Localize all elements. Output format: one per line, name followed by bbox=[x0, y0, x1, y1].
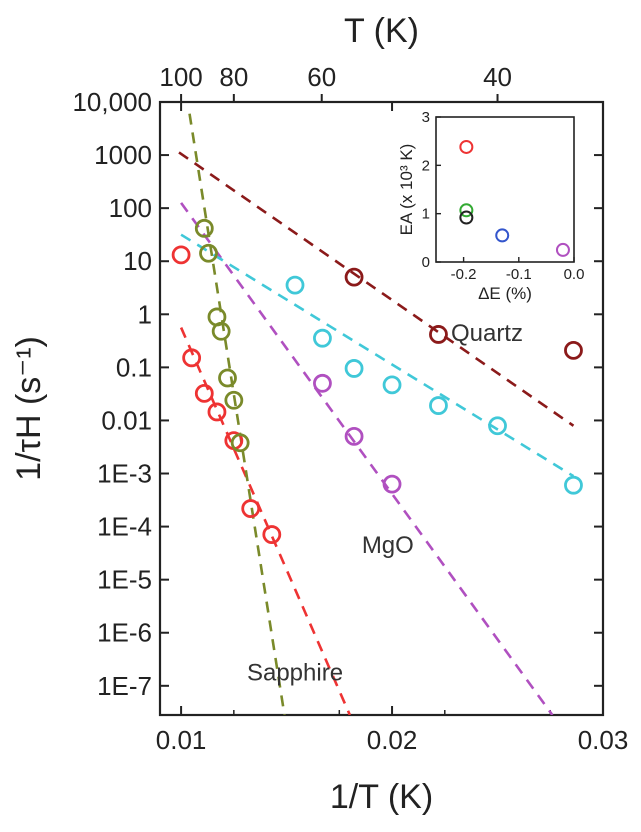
inset-plot: -0.2 -0.1 0.0 0 1 2 3 ΔE (%) EA (x 10³ K) bbox=[397, 109, 584, 303]
data-point bbox=[211, 321, 231, 341]
y-tick-label: 0.01 bbox=[101, 405, 152, 435]
series-annotation: MgO bbox=[362, 532, 414, 559]
data-point bbox=[429, 396, 448, 415]
y-tick-label: 1E-6 bbox=[97, 618, 152, 648]
inset-x-tick-label: -0.2 bbox=[451, 266, 477, 283]
fit-line bbox=[179, 327, 352, 715]
top-tick-label: 60 bbox=[307, 62, 336, 92]
inset-data-point bbox=[459, 203, 474, 218]
fit-line bbox=[180, 202, 554, 715]
y-tick-label: 0.1 bbox=[116, 352, 152, 382]
top-tick-label: 100 bbox=[159, 62, 202, 92]
main-plot: 0.01 0.02 0.0310,00010001001010.10.011E-31… bbox=[10, 12, 628, 816]
fit-line bbox=[188, 113, 286, 715]
data-point bbox=[429, 325, 448, 344]
y-tick-label: 100 bbox=[109, 193, 152, 223]
inset-x-tick-label: 0.0 bbox=[564, 266, 585, 283]
data-point bbox=[171, 245, 191, 265]
y-tick-label: 1E-4 bbox=[97, 512, 152, 542]
inset-x-tick-label: -0.1 bbox=[506, 266, 532, 283]
y-tick-label: 10,000 bbox=[72, 87, 152, 117]
data-point bbox=[207, 402, 227, 422]
data-point bbox=[230, 433, 250, 453]
x-tick-label: 0.02 bbox=[367, 725, 418, 755]
data-point bbox=[488, 416, 507, 436]
inset-data-point bbox=[459, 139, 474, 154]
data-point bbox=[218, 368, 237, 388]
y-tick-label: 1 bbox=[138, 299, 152, 329]
fit-line bbox=[178, 151, 575, 427]
x-tick-label: 0.03 bbox=[578, 725, 629, 755]
plot-frame bbox=[158, 100, 605, 717]
inset-data-point bbox=[459, 210, 474, 225]
data-point bbox=[194, 383, 214, 403]
data-point bbox=[344, 359, 364, 378]
data-point bbox=[194, 218, 214, 238]
fit-lines bbox=[178, 113, 575, 715]
y-tick-label: 1E-5 bbox=[97, 565, 152, 595]
data-point bbox=[199, 243, 218, 263]
series-annotation: Quartz bbox=[451, 320, 523, 347]
inset-y-axis-title: EA (x 10³ K) bbox=[397, 144, 416, 236]
data-point bbox=[564, 475, 583, 495]
data-point bbox=[313, 328, 332, 348]
data-point bbox=[344, 267, 364, 287]
data-point bbox=[241, 499, 261, 518]
inset-data-point bbox=[555, 242, 570, 257]
x-axis-title: 1/T (K) bbox=[330, 778, 433, 816]
top-tick-label: 80 bbox=[219, 62, 248, 92]
fit-line bbox=[180, 233, 575, 478]
series-annotation: Sapphire bbox=[247, 660, 343, 687]
data-point bbox=[313, 373, 332, 393]
y-tick-label: 1E-3 bbox=[97, 459, 152, 489]
y-axis-title: 1/τH (s⁻¹) bbox=[10, 336, 48, 481]
data-point bbox=[344, 426, 364, 446]
inset-y-tick-label: 0 bbox=[422, 254, 430, 271]
data-point bbox=[224, 390, 244, 410]
y-tick-label: 1000 bbox=[94, 140, 152, 170]
top-axis-title: T (K) bbox=[344, 12, 419, 50]
data-point bbox=[182, 348, 202, 368]
top-tick-label: 40 bbox=[483, 62, 512, 92]
inset-frame bbox=[435, 116, 575, 263]
inset-y-tick-label: 1 bbox=[422, 206, 430, 223]
inset-y-tick-label: 3 bbox=[422, 109, 430, 126]
data-point bbox=[382, 474, 402, 494]
data-point bbox=[564, 340, 583, 360]
y-tick-label: 1E-7 bbox=[97, 671, 152, 701]
x-tick-label: 0.01 bbox=[156, 725, 207, 755]
y-tick-label: 10 bbox=[123, 246, 152, 276]
inset-data-point bbox=[495, 228, 510, 243]
inset-x-axis-title: ΔE (%) bbox=[478, 284, 532, 303]
inset-y-tick-label: 2 bbox=[422, 157, 430, 174]
data-point bbox=[262, 525, 282, 544]
data-point bbox=[382, 375, 402, 395]
data-point bbox=[285, 275, 305, 295]
